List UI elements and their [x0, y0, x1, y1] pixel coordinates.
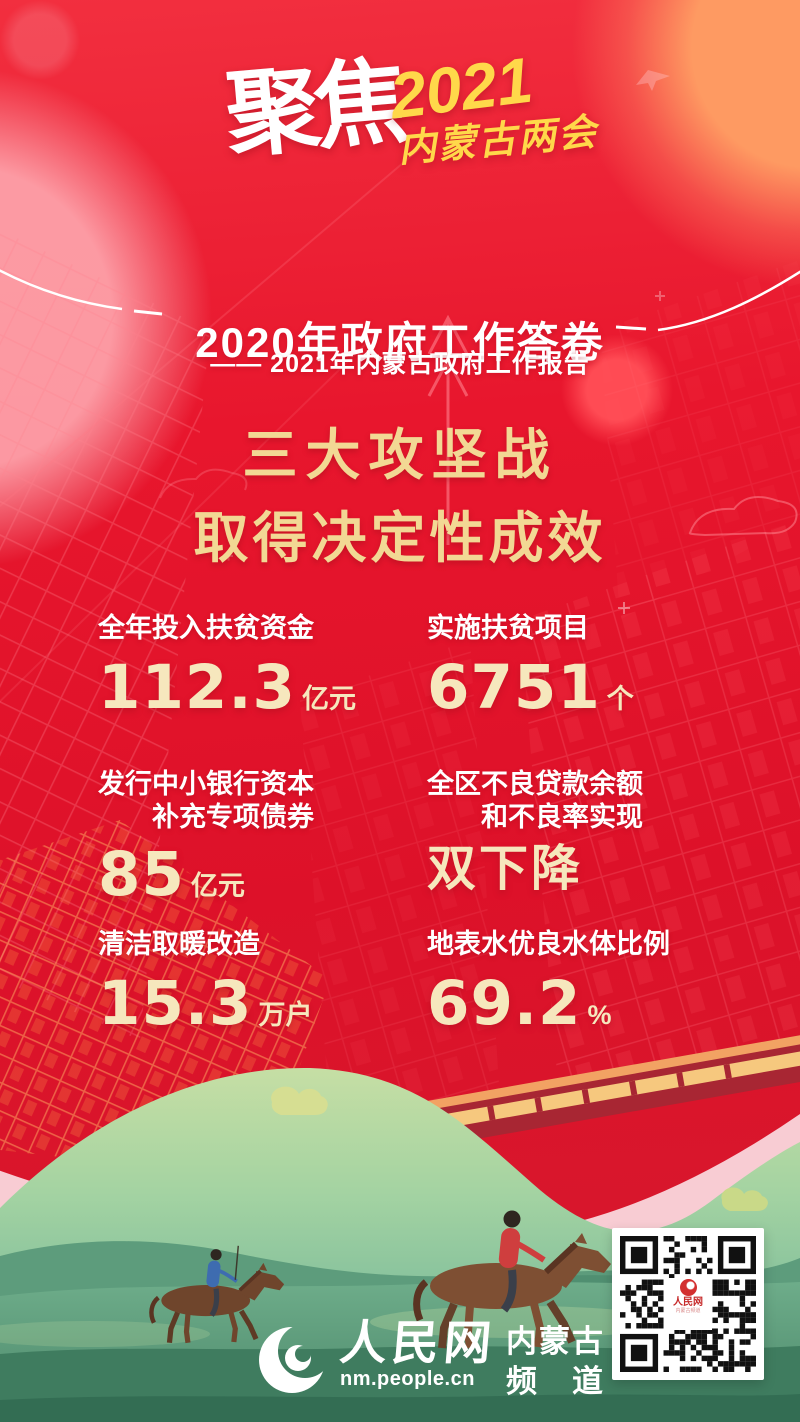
stat-npl-double-decline: 全区不良贷款余额 和不良率实现 双下降	[427, 768, 643, 893]
stat-unit: 个	[606, 683, 634, 714]
stat-value: 69.2%	[427, 973, 670, 1034]
stat-clean-heating: 清洁取暖改造 15.3 万户	[98, 928, 313, 1034]
poster-headline: 三大攻坚战 取得决定性成效	[0, 423, 800, 569]
qr-logo-icon	[679, 1279, 697, 1296]
site-name: 人民网	[337, 1316, 499, 1369]
stat-label-line: 清洁取暖改造	[98, 929, 260, 959]
stat-unit: 亿元	[190, 870, 245, 901]
channel-line1: 内蒙古	[506, 1324, 605, 1359]
stat-number: 69.2	[427, 967, 582, 1039]
stat-value: 15.3 万户	[98, 973, 313, 1034]
stat-label: 清洁取暖改造	[98, 928, 260, 961]
channel-line2: 频 道	[506, 1364, 605, 1400]
qr-modules	[620, 1236, 756, 1372]
stat-label-line: 全年投入扶贫资金	[98, 613, 314, 643]
stat-unit: 万户	[258, 999, 313, 1030]
qr-center-logo: 人民网 内蒙古频道	[664, 1278, 712, 1330]
stat-surface-water: 地表水优良水体比例 69.2%	[427, 928, 670, 1034]
stat-value: 6751 个	[427, 657, 634, 718]
stat-label-line: 地表水优良水体比例	[427, 929, 670, 959]
stat-number: 双下降	[427, 839, 584, 897]
stat-unit: 亿元	[301, 683, 356, 714]
stat-label: 发行中小银行资本 补充专项债券	[98, 768, 314, 834]
stat-label: 地表水优良水体比例	[427, 928, 670, 961]
stat-poverty-funds: 全年投入扶贫资金 112.3 亿元	[98, 612, 356, 718]
peoples-daily-logo-icon	[256, 1318, 332, 1398]
headline-line1: 三大攻坚战	[242, 423, 558, 486]
site-identity: 人民网 nm.people.cn	[337, 1316, 499, 1391]
stat-label: 全区不良贷款余额 和不良率实现	[427, 768, 643, 834]
stat-label-line: 发行中小银行资本	[98, 769, 314, 799]
stat-poverty-projects: 实施扶贫项目 6751 个	[427, 612, 634, 718]
stat-number: 15.3	[98, 967, 253, 1039]
poster-subtitle: —— 2021年内蒙古政府工作报告	[210, 350, 590, 378]
stat-number: 85	[98, 838, 185, 910]
stat-number: 112.3	[98, 651, 296, 723]
site-url: nm.people.cn	[340, 1368, 475, 1391]
qr-logo-text: 人民网	[673, 1297, 703, 1308]
plane-icon	[636, 70, 670, 91]
headline-line2: 取得决定性成效	[193, 506, 607, 569]
qr-logo-subtext: 内蒙古频道	[675, 1308, 701, 1314]
horse-rider-small	[149, 1245, 285, 1344]
stat-value: 85 亿元	[98, 844, 314, 905]
stat-bank-bonds: 发行中小银行资本 补充专项债券 85 亿元	[98, 768, 314, 905]
stat-value: 112.3 亿元	[98, 657, 356, 718]
channel-name: 内蒙古 频 道	[506, 1322, 605, 1403]
stat-value: 双下降	[427, 844, 643, 893]
stat-label-line: 实施扶贫项目	[427, 613, 589, 643]
footer-brand: 人民网 nm.people.cn 内蒙古 频 道	[256, 1316, 605, 1403]
stat-label-line: 补充专项债券	[152, 801, 314, 832]
stat-unit: %	[587, 999, 612, 1030]
stat-label: 全年投入扶贫资金	[98, 612, 314, 645]
qr-code: 人民网 内蒙古频道	[612, 1228, 764, 1380]
stat-label-line: 和不良率实现	[481, 801, 643, 832]
stat-number: 6751	[427, 651, 601, 723]
poster-title: 2020年政府工作答卷	[195, 319, 605, 367]
stat-label-line: 全区不良贷款余额	[427, 769, 643, 799]
stat-label: 实施扶贫项目	[427, 612, 589, 645]
horse-rider-large	[413, 1210, 611, 1349]
